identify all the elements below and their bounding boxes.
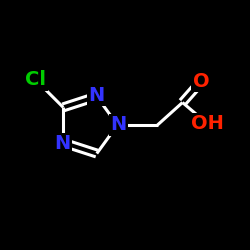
- Text: OH: OH: [191, 114, 224, 133]
- Text: Cl: Cl: [25, 70, 46, 89]
- Text: N: N: [110, 116, 127, 134]
- Text: N: N: [89, 86, 105, 105]
- Text: O: O: [193, 72, 210, 91]
- Text: N: N: [54, 134, 70, 154]
